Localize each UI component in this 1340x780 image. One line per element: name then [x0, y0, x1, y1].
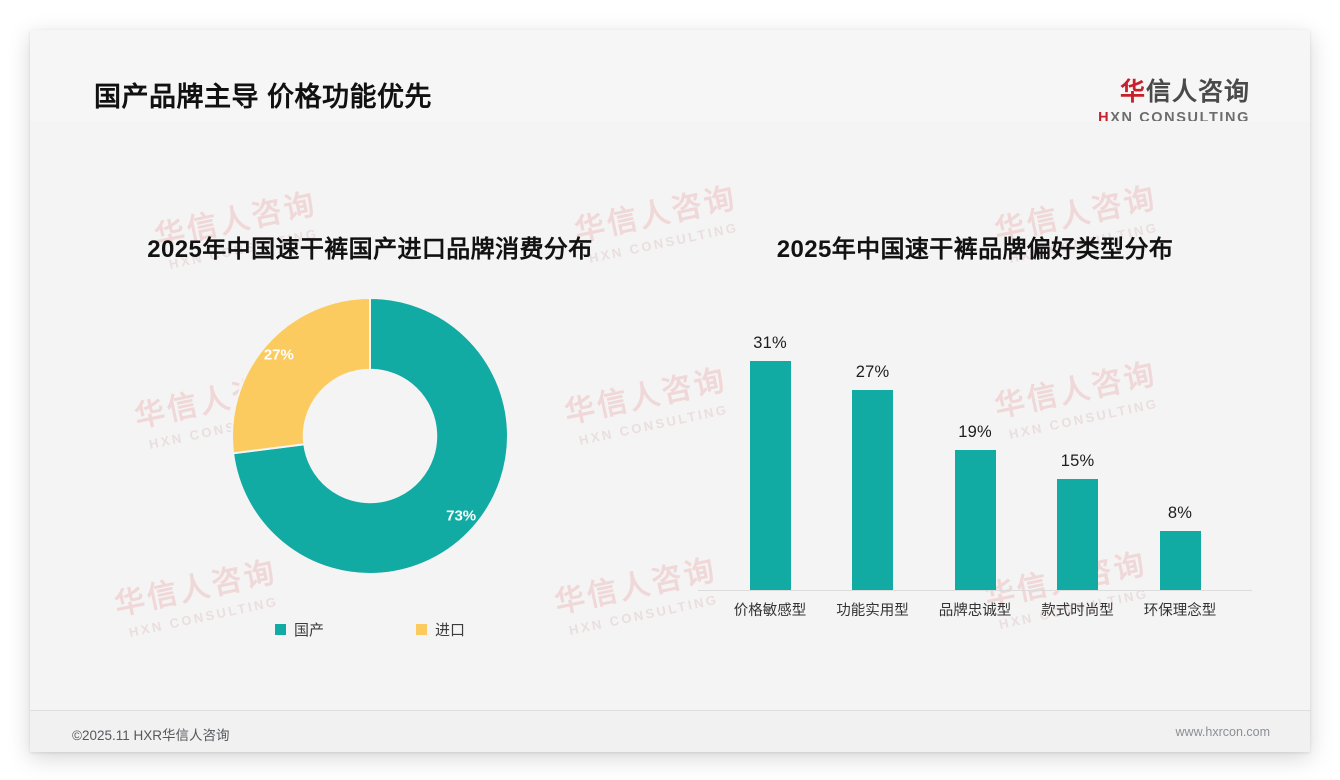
slide-footer: ©2025.11 HXR华信人咨询 www.hxrcon.com [30, 710, 1310, 752]
donut-legend: 国产 进口 [70, 619, 670, 640]
slide-card: 国产品牌主导 价格功能优先 华信人咨询 HXN CONSULTING 华信人咨询… [30, 30, 1310, 752]
bar-rect[interactable] [852, 390, 893, 590]
legend-label: 国产 [293, 622, 324, 639]
page-title: 国产品牌主导 价格功能优先 [94, 82, 433, 112]
bar-column[interactable]: 19% [925, 291, 1025, 590]
logo-en-accent-char: H [1098, 110, 1111, 126]
donut-chart-title: 2025年中国速干裤国产进口品牌消费分布 [147, 236, 593, 263]
legend-item-jinkou[interactable]: 进口 [416, 619, 465, 640]
legend-label: 进口 [435, 622, 466, 639]
copyright-text: ©2025.11 HXR华信人咨询 [72, 728, 230, 743]
bar-chart-panel: 2025年中国速干裤品牌偏好类型分布 31% 27% 19% 15% 8% 价格敏感型 功… [680, 121, 1270, 692]
bar-columns: 31% 27% 19% 15% 8% [698, 291, 1252, 590]
logo-chinese-text: 华信人咨询 [1098, 80, 1250, 105]
bar-rect[interactable] [954, 450, 996, 590]
bar-value-label: 15% [1060, 452, 1095, 470]
bar-category-label: 功能实用型 [836, 603, 909, 619]
donut-label-guochan: 73% [446, 507, 476, 524]
bar-rect[interactable] [749, 361, 791, 590]
bar-category-label: 款式时尚型 [1041, 603, 1114, 619]
slide-header: 国产品牌主导 价格功能优先 华信人咨询 HXN CONSULTING [30, 30, 1310, 134]
logo-accent-char: 华 [1119, 78, 1146, 106]
bar-chart-category-labels: 价格敏感型 功能实用型 品牌忠诚型 款式时尚型 环保理念型 [698, 599, 1252, 620]
legend-swatch-icon [274, 624, 286, 635]
bar-column[interactable]: 15% [1028, 291, 1128, 590]
bar-chart-plot: 31% 27% 19% 15% 8% [698, 291, 1252, 591]
slide-body: 华信人咨询 HXN CONSULTING 华信人咨询 HXN CONSULTIN… [30, 121, 1310, 692]
donut-label-jinkou: 27% [264, 347, 294, 364]
bar-chart-title: 2025年中国速干裤品牌偏好类型分布 [776, 236, 1174, 263]
bar-category-label: 环保理念型 [1143, 603, 1217, 619]
donut-chart: 73% 27% [230, 296, 510, 576]
donut-svg: 73% 27% [231, 296, 509, 575]
bar-rect[interactable] [1057, 479, 1098, 590]
legend-item-guochan[interactable]: 国产 [274, 619, 324, 640]
bar-category-label: 品牌忠诚型 [938, 603, 1012, 619]
donut-chart-panel: 2025年中国速干裤国产进口品牌消费分布 73% 27% 国产 [70, 121, 670, 692]
bar-value-label: 27% [855, 363, 890, 381]
donut-slice-guochan[interactable] [231, 296, 509, 575]
bar-rect[interactable] [1159, 531, 1201, 590]
bar-column[interactable]: 31% [720, 291, 820, 590]
legend-swatch-icon [416, 624, 427, 635]
bar-chart-axis-line [698, 590, 1252, 591]
bar-value-label: 19% [958, 423, 992, 441]
bar-category-label: 价格敏感型 [733, 603, 807, 619]
donut-slice-jinkou[interactable] [231, 296, 371, 455]
logo-chinese-rest: 信人咨询 [1145, 78, 1250, 106]
bar-value-label: 8% [1167, 504, 1193, 522]
website-text: www.hxrcon.com [1175, 725, 1270, 739]
bar-column[interactable]: 8% [1130, 291, 1230, 590]
bar-value-label: 31% [753, 334, 787, 352]
bar-column[interactable]: 27% [823, 291, 923, 590]
